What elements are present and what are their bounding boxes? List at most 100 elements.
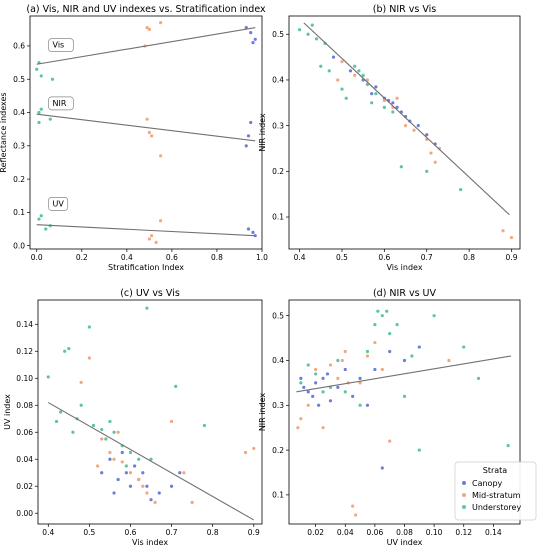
data-point (336, 78, 340, 82)
data-point (425, 133, 429, 137)
y-tick-label: 0.0 (13, 241, 25, 250)
y-tick-label: 0.5 (272, 311, 284, 320)
data-point (108, 450, 112, 455)
data-point (402, 358, 407, 363)
data-point (116, 430, 120, 434)
data-point (321, 390, 325, 394)
data-point (145, 491, 149, 495)
data-point (100, 437, 104, 441)
data-point (321, 376, 325, 380)
y-tick-label: 0.2 (272, 167, 284, 176)
data-point (50, 77, 55, 81)
legend-marker (462, 493, 466, 497)
x-axis-label: Stratification Index (108, 263, 184, 272)
data-point (253, 37, 257, 41)
data-point (120, 460, 124, 464)
annotation-label: NIR (53, 99, 67, 108)
x-tick-label: 0.0 (31, 253, 43, 262)
data-point (112, 491, 116, 495)
data-point (336, 376, 340, 380)
regression-line (303, 22, 510, 216)
x-tick-label: 0.14 (485, 528, 502, 537)
data-point (79, 380, 83, 384)
data-point (150, 234, 154, 238)
data-point (357, 69, 361, 73)
data-point (157, 491, 161, 495)
data-point (343, 367, 347, 372)
legend-box (454, 461, 537, 521)
data-point (59, 410, 63, 414)
data-point (297, 28, 302, 32)
y-axis-label: NIR index (258, 113, 267, 152)
data-point (319, 64, 323, 68)
data-point (395, 96, 399, 100)
x-tick-label: 0.7 (421, 253, 433, 262)
data-point (325, 372, 330, 376)
x-axis-label: UV index (387, 538, 423, 547)
data-point (149, 457, 153, 461)
data-point (476, 376, 481, 380)
data-point (403, 124, 408, 128)
data-point (39, 74, 43, 78)
data-point (306, 363, 310, 367)
data-point (48, 117, 52, 121)
data-point (108, 457, 112, 461)
y-tick-label: 0.6 (13, 42, 25, 51)
data-point (71, 430, 75, 434)
data-point (137, 477, 141, 482)
data-point (154, 240, 158, 244)
x-tick-label: 0.06 (367, 528, 384, 537)
data-point (128, 471, 133, 475)
data-point (249, 120, 253, 125)
data-point (251, 230, 255, 234)
y-tick-label: 0.1 (13, 208, 25, 217)
data-point (317, 403, 321, 407)
data-point (376, 309, 380, 313)
data-point (145, 26, 149, 30)
data-point (395, 105, 399, 109)
plot-frame (288, 15, 521, 250)
x-tick-label: 0.6 (378, 253, 390, 262)
data-point (46, 375, 50, 379)
data-point (373, 340, 377, 345)
y-tick-label: 0.3 (13, 142, 25, 151)
data-point (340, 60, 344, 64)
data-point (145, 306, 149, 310)
y-tick-label: 0.1 (272, 213, 284, 222)
data-point (296, 426, 300, 430)
data-point (190, 500, 194, 505)
chart-title: (b) NIR vs Vis (373, 4, 437, 15)
y-tick-label: 0.5 (272, 30, 284, 39)
data-point (382, 98, 386, 103)
x-tick-label: 0.08 (396, 528, 413, 537)
data-point (306, 390, 310, 394)
data-point (351, 504, 355, 508)
data-point (365, 354, 370, 358)
x-axis-label: Vis index (386, 263, 422, 272)
data-point (124, 471, 128, 475)
x-tick-label: 0.02 (307, 528, 324, 537)
data-point (63, 349, 67, 353)
data-point (39, 214, 43, 218)
data-point (336, 358, 340, 363)
y-tick-label: 0.2 (13, 175, 25, 184)
legend-label: Understorey (472, 503, 521, 512)
data-point (149, 498, 153, 502)
data-point (432, 314, 436, 318)
data-point (382, 105, 386, 109)
data-point (251, 41, 255, 45)
data-point (373, 367, 377, 372)
data-point (159, 219, 163, 223)
x-tick-label: 0.9 (506, 253, 518, 262)
data-point (202, 423, 207, 428)
data-point (132, 464, 137, 468)
chart-title: (a) Vis, NIR and UV indexes vs. Stratifi… (26, 4, 266, 15)
data-point (174, 384, 178, 388)
data-point (361, 73, 365, 77)
x-tick-label: 0.8 (463, 253, 475, 262)
data-point (246, 134, 251, 138)
data-point (353, 73, 357, 77)
data-point (370, 101, 374, 105)
data-point (358, 376, 362, 380)
